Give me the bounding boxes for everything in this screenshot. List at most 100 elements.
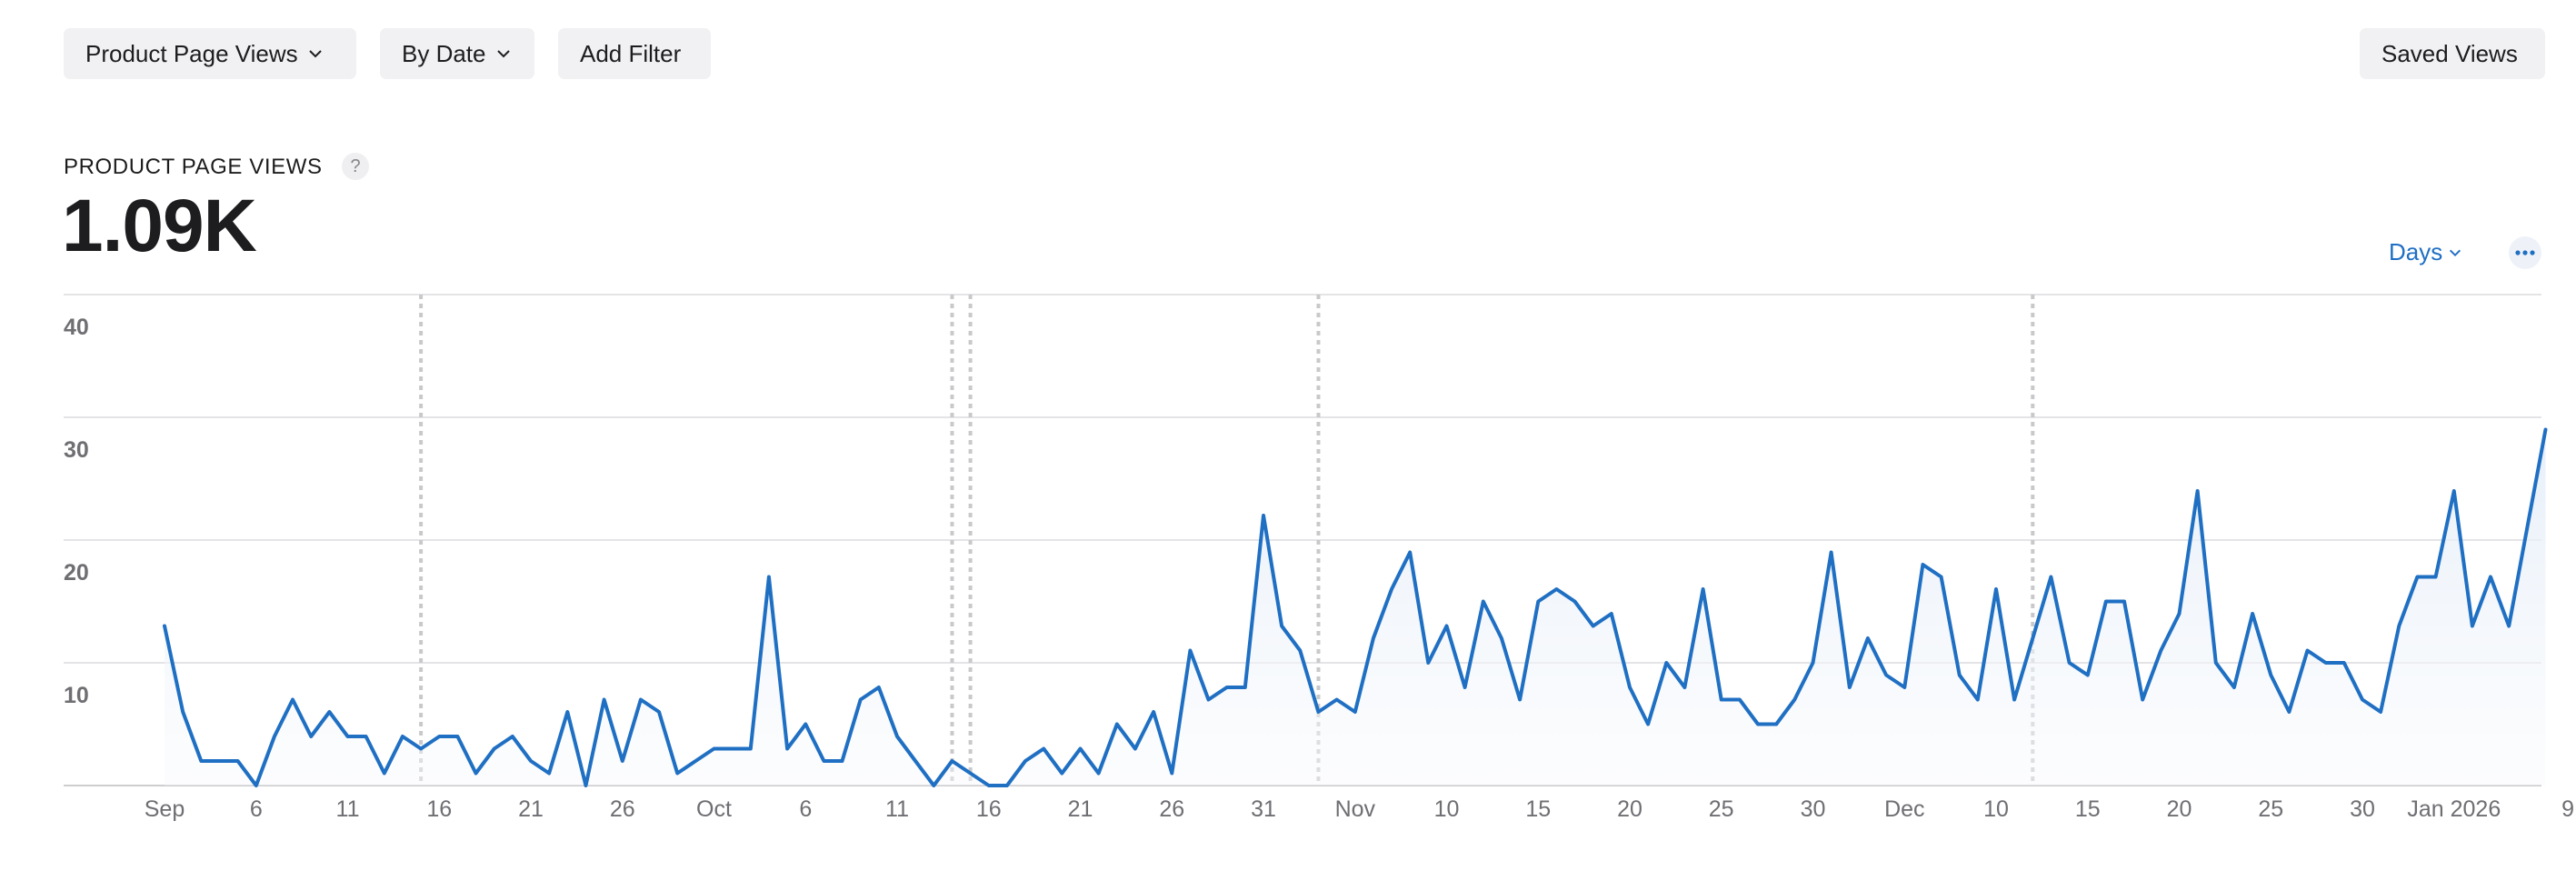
- data-point[interactable]: [578, 777, 594, 794]
- data-point[interactable]: [925, 777, 942, 794]
- data-point[interactable]: [2538, 422, 2554, 438]
- data-point[interactable]: [1750, 716, 1766, 733]
- data-point[interactable]: [2281, 704, 2297, 720]
- data-point[interactable]: [2024, 630, 2041, 646]
- data-point[interactable]: [1237, 679, 1253, 696]
- data-point[interactable]: [230, 753, 246, 769]
- data-point[interactable]: [2501, 618, 2517, 635]
- add-filter-button[interactable]: Add Filter: [558, 28, 711, 79]
- data-point[interactable]: [1878, 667, 1894, 684]
- data-point[interactable]: [1567, 594, 1583, 610]
- data-point[interactable]: [2446, 483, 2462, 499]
- data-point[interactable]: [1182, 643, 1198, 659]
- data-point[interactable]: [2354, 692, 2371, 708]
- data-point[interactable]: [981, 777, 997, 794]
- data-point[interactable]: [1860, 630, 1876, 646]
- data-point[interactable]: [999, 777, 1015, 794]
- data-point[interactable]: [266, 728, 283, 745]
- data-point[interactable]: [2464, 618, 2481, 635]
- data-point[interactable]: [394, 728, 411, 745]
- data-point[interactable]: [449, 728, 465, 745]
- data-point[interactable]: [1952, 667, 1968, 684]
- data-point[interactable]: [2172, 606, 2188, 622]
- data-point[interactable]: [1493, 630, 1510, 646]
- data-point[interactable]: [1091, 766, 1107, 782]
- data-point[interactable]: [175, 704, 191, 720]
- data-point[interactable]: [2152, 643, 2169, 659]
- more-options-icon[interactable]: [2509, 236, 2541, 269]
- help-icon[interactable]: ?: [342, 153, 369, 180]
- data-point[interactable]: [1163, 766, 1180, 782]
- granularity-selector[interactable]: Days: [2389, 238, 2462, 266]
- data-point[interactable]: [1219, 679, 1235, 696]
- data-point[interactable]: [1585, 618, 1602, 635]
- data-point[interactable]: [761, 569, 777, 586]
- data-point[interactable]: [1970, 692, 1986, 708]
- data-point[interactable]: [2134, 692, 2151, 708]
- data-point[interactable]: [2519, 520, 2535, 536]
- data-point[interactable]: [1768, 716, 1784, 733]
- group-by-button[interactable]: By Date: [380, 28, 534, 79]
- data-point[interactable]: [1073, 741, 1089, 757]
- data-point[interactable]: [2336, 655, 2352, 671]
- data-point[interactable]: [1988, 581, 2004, 597]
- data-point[interactable]: [2428, 569, 2444, 586]
- data-point[interactable]: [651, 704, 667, 720]
- data-point[interactable]: [633, 692, 649, 708]
- data-point[interactable]: [321, 704, 337, 720]
- data-point[interactable]: [907, 753, 924, 769]
- data-point[interactable]: [1310, 704, 1326, 720]
- data-point[interactable]: [1420, 655, 1436, 671]
- saved-views-button[interactable]: Saved Views: [2360, 28, 2545, 79]
- data-point[interactable]: [1842, 679, 1858, 696]
- data-point[interactable]: [1695, 581, 1712, 597]
- data-point[interactable]: [2116, 594, 2132, 610]
- data-point[interactable]: [2372, 704, 2389, 720]
- data-point[interactable]: [523, 753, 539, 769]
- data-point[interactable]: [1347, 704, 1363, 720]
- data-point[interactable]: [1145, 704, 1162, 720]
- metric-selector-button[interactable]: Product Page Views: [64, 28, 356, 79]
- data-point[interactable]: [1255, 507, 1272, 524]
- data-point[interactable]: [963, 766, 979, 782]
- data-point[interactable]: [2244, 606, 2261, 622]
- data-point[interactable]: [1530, 594, 1546, 610]
- data-point[interactable]: [2006, 692, 2022, 708]
- data-point[interactable]: [541, 766, 557, 782]
- data-point[interactable]: [871, 679, 887, 696]
- data-point[interactable]: [1457, 679, 1473, 696]
- data-point[interactable]: [1823, 545, 1840, 561]
- data-point[interactable]: [743, 741, 759, 757]
- data-point[interactable]: [1676, 679, 1692, 696]
- data-point[interactable]: [1273, 618, 1290, 635]
- data-point[interactable]: [815, 753, 832, 769]
- data-point[interactable]: [1292, 643, 1308, 659]
- data-point[interactable]: [559, 704, 575, 720]
- data-point[interactable]: [303, 728, 319, 745]
- data-point[interactable]: [706, 741, 723, 757]
- data-point[interactable]: [944, 753, 960, 769]
- data-point[interactable]: [248, 777, 265, 794]
- data-point[interactable]: [2409, 569, 2425, 586]
- data-point[interactable]: [193, 753, 209, 769]
- data-point[interactable]: [1658, 655, 1674, 671]
- data-point[interactable]: [1402, 545, 1418, 561]
- data-point[interactable]: [779, 741, 795, 757]
- data-point[interactable]: [486, 741, 503, 757]
- data-point[interactable]: [2062, 655, 2078, 671]
- data-point[interactable]: [2080, 667, 2096, 684]
- data-point[interactable]: [1439, 618, 1455, 635]
- data-point[interactable]: [1109, 716, 1125, 733]
- data-point[interactable]: [1603, 606, 1620, 622]
- data-point[interactable]: [2226, 679, 2242, 696]
- data-point[interactable]: [2391, 618, 2407, 635]
- data-point[interactable]: [1475, 594, 1492, 610]
- data-point[interactable]: [2190, 483, 2206, 499]
- data-point[interactable]: [1786, 692, 1802, 708]
- data-point[interactable]: [2482, 569, 2499, 586]
- data-point[interactable]: [724, 741, 741, 757]
- data-point[interactable]: [2318, 655, 2334, 671]
- data-point[interactable]: [797, 716, 814, 733]
- data-point[interactable]: [1622, 679, 1638, 696]
- data-point[interactable]: [1512, 692, 1528, 708]
